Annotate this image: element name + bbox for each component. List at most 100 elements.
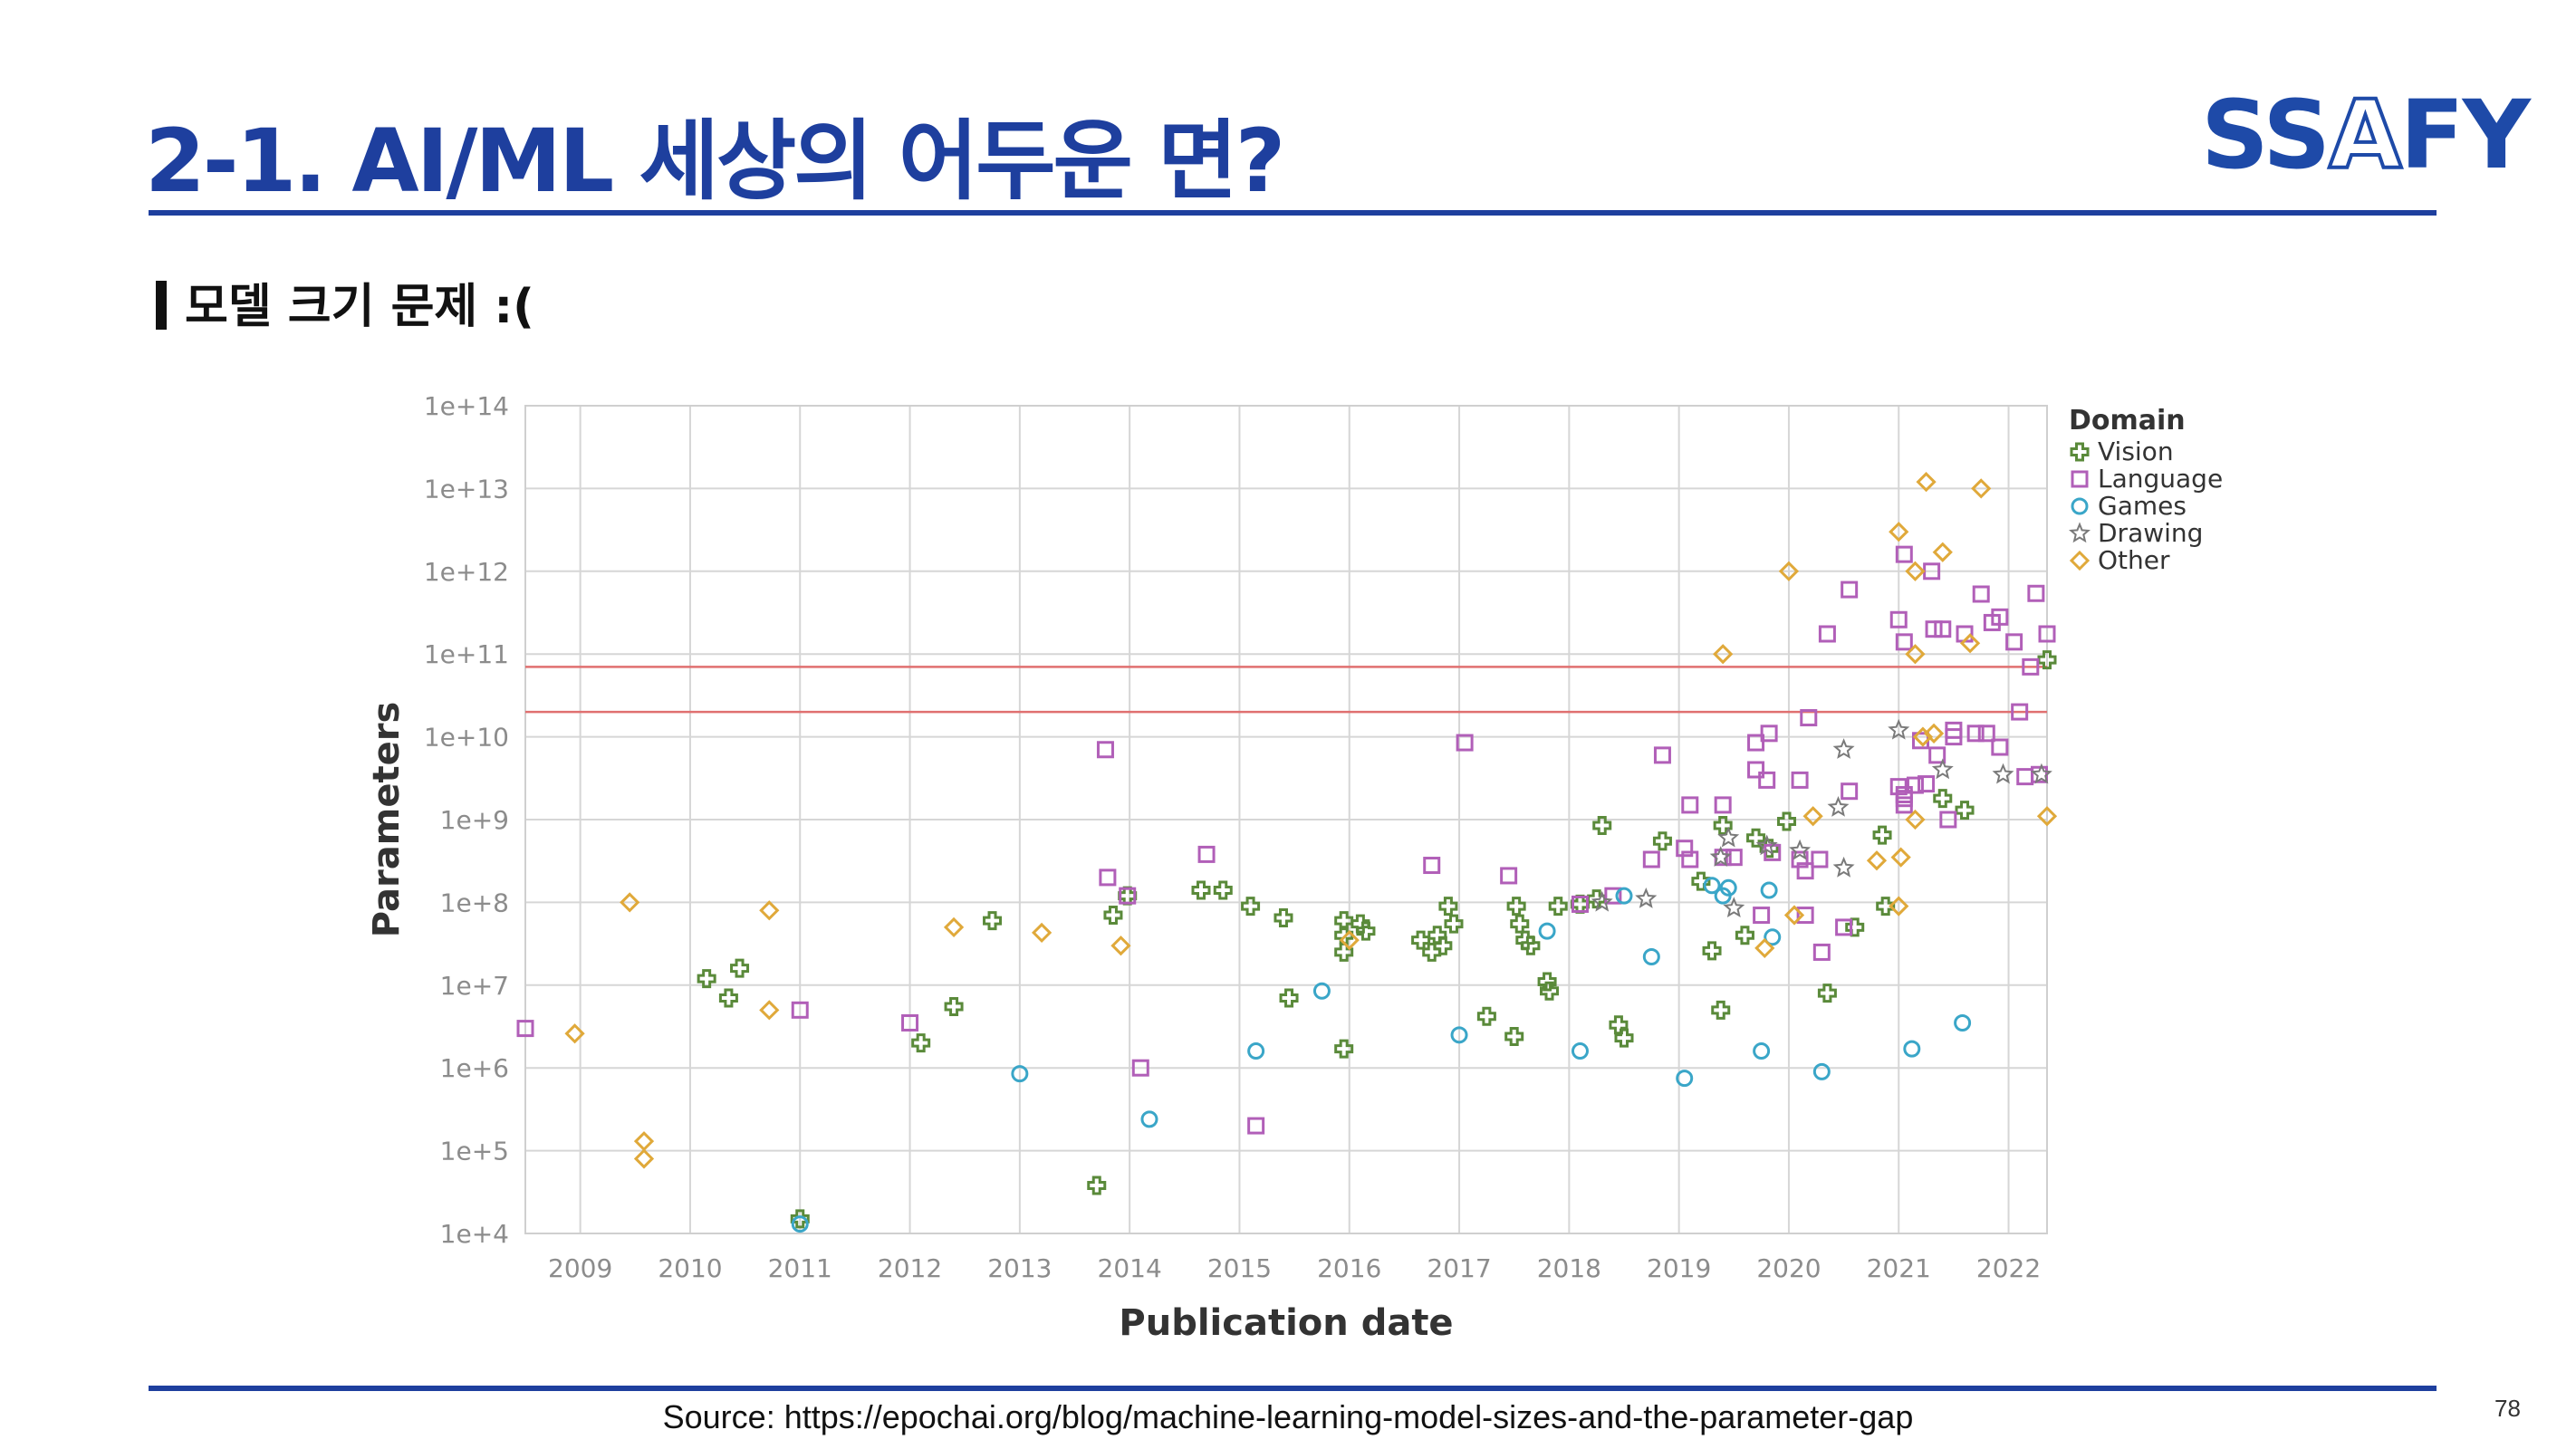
vision-point (1191, 880, 1211, 900)
legend-marker-language (2071, 470, 2089, 488)
vision-point (1087, 1176, 1107, 1195)
games-point (1719, 878, 1737, 897)
other-point (759, 900, 780, 921)
language-point (1604, 887, 1622, 905)
vision-point (1955, 801, 1975, 820)
vision-point (1241, 897, 1261, 916)
vision-point (1433, 936, 1453, 955)
vision-point (1540, 981, 1560, 1001)
header-divider (149, 210, 2437, 216)
language-point (1500, 867, 1518, 885)
language-point (1758, 771, 1776, 789)
language-point (2011, 703, 2029, 721)
footer-divider (149, 1386, 2437, 1391)
language-point (1760, 724, 1778, 743)
series-games (791, 877, 1972, 1233)
drawing-point (1931, 758, 1954, 780)
language-point (1818, 625, 1836, 643)
series-other (564, 472, 2058, 1169)
legend-marker-games (2071, 497, 2089, 515)
language-point (2027, 584, 2045, 602)
subtitle-text: 모델 크기 문제 :( (185, 280, 534, 334)
vision-point (1537, 972, 1557, 992)
vision-point (1213, 880, 1233, 900)
vision-point (1777, 811, 1797, 831)
legend-label-language: Language (2098, 464, 2223, 494)
x-tick-label: 2017 (1427, 1253, 1491, 1283)
language-point (1991, 738, 2009, 756)
y-tick-label: 1e+11 (424, 639, 509, 669)
games-point (1703, 877, 1721, 895)
x-tick-label: 2015 (1207, 1253, 1272, 1283)
legend-label-games: Games (2098, 491, 2187, 521)
language-point (1895, 796, 1913, 814)
x-tick-label: 2021 (1867, 1253, 1931, 1283)
language-point (1945, 728, 1963, 746)
x-tick-label: 2010 (658, 1253, 722, 1283)
vision-point (1691, 871, 1711, 891)
page-number: 78 (2494, 1395, 2521, 1422)
games-point (1764, 928, 1782, 946)
other-point (1802, 806, 1823, 827)
other-point (620, 892, 640, 913)
data-points (516, 472, 2058, 1233)
other-point (1713, 644, 1734, 665)
games-point (1247, 1042, 1265, 1060)
language-point (1939, 811, 1957, 829)
legend-label-drawing: Drawing (2098, 518, 2203, 548)
language-point (1119, 887, 1137, 905)
language-point (1197, 845, 1216, 863)
x-tick-label: 2009 (548, 1253, 612, 1283)
other-point (1959, 633, 1981, 654)
y-tick-label: 1e+8 (440, 888, 509, 917)
vision-point (1746, 828, 1766, 848)
vision-point (1103, 906, 1123, 926)
vision-point (1521, 936, 1541, 955)
other-point (633, 1148, 655, 1169)
language-point (1747, 761, 1765, 779)
legend-marker-other (2069, 550, 2091, 571)
vision-point (1510, 914, 1530, 934)
games-point (1676, 1070, 1694, 1088)
drawing-point (1709, 846, 1732, 867)
games-point (1954, 1013, 1972, 1032)
vision-point (1334, 942, 1354, 962)
vision-point (1411, 930, 1431, 950)
games-point (1615, 887, 1633, 905)
games-point (1760, 881, 1778, 899)
axis-ticks: 1e+4 1e+5 1e+6 1e+7 1e+8 1e+9 1e+10 1e+11 1e+12 1… (424, 391, 2041, 1283)
vision-point (1350, 914, 1370, 934)
language-point (1977, 724, 1995, 743)
language-point (1835, 918, 1853, 936)
vision-point (911, 1033, 931, 1053)
language-point (1811, 850, 1829, 868)
y-tick-label: 1e+9 (440, 805, 509, 835)
vision-point (1570, 894, 1590, 914)
legend-label-vision: Vision (2098, 437, 2174, 466)
drawing-point (1888, 718, 1910, 740)
x-tick-label: 2016 (1317, 1253, 1381, 1283)
other-point (1932, 542, 1953, 562)
language-point (1925, 620, 1943, 638)
other-point (1754, 937, 1775, 959)
language-point (2005, 633, 2023, 651)
vision-point (1711, 1000, 1731, 1020)
vision-point (983, 911, 1003, 931)
language-point (1841, 581, 1859, 599)
vision-point (2037, 650, 2057, 670)
language-point (1099, 868, 1117, 887)
vision-point (1334, 1039, 1354, 1059)
slide-subtitle: 모델 크기 문제 :( (156, 268, 534, 336)
language-point (1681, 796, 1699, 814)
games-point (791, 1215, 809, 1233)
vision-point (1735, 926, 1754, 945)
language-point (1247, 1117, 1265, 1135)
y-tick-label: 1e+5 (440, 1137, 509, 1166)
language-point (1991, 608, 2009, 626)
games-point (1642, 948, 1660, 966)
language-point (1812, 943, 1831, 961)
vision-point (1476, 1006, 1496, 1026)
vision-point (1592, 815, 1612, 835)
other-point (564, 1023, 585, 1044)
language-point (1966, 724, 1985, 743)
